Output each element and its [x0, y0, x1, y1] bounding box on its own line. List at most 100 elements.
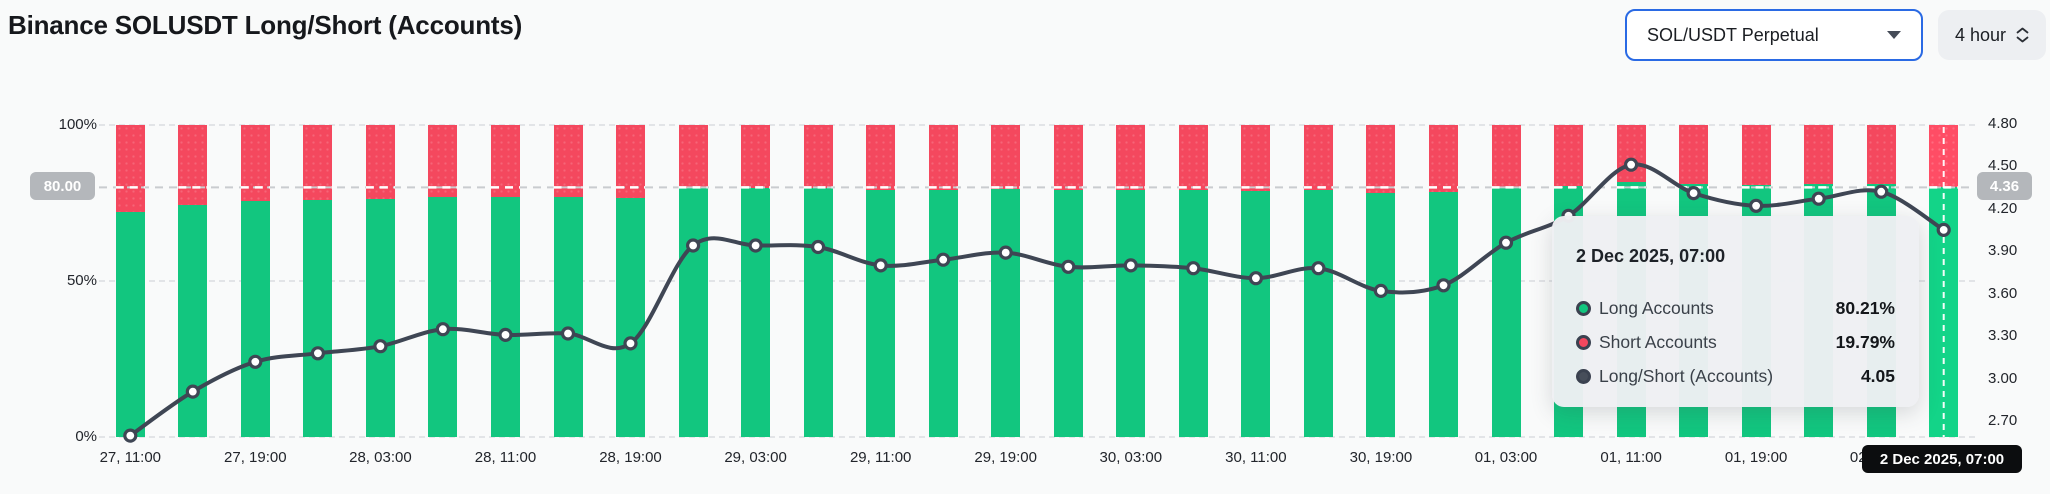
short-accounts-segment — [1303, 125, 1333, 191]
tooltip-row: Short Accounts 19.79% — [1576, 325, 1895, 359]
chevron-up-down-icon — [2016, 27, 2029, 43]
x-axis-tick: 01, 19:00 — [1724, 449, 1788, 466]
tooltip-series-label: Long Accounts — [1599, 297, 1714, 318]
long-accounts-segment — [428, 196, 458, 437]
long-accounts-segment — [741, 188, 771, 437]
chart-bar[interactable] — [803, 125, 833, 437]
x-axis-tick: 29, 03:00 — [724, 449, 787, 466]
chart-bar[interactable] — [1491, 125, 1521, 437]
x-axis-tick: 28, 11:00 — [474, 449, 537, 466]
chart-bar[interactable] — [1303, 125, 1333, 437]
chart-bar[interactable] — [553, 125, 583, 437]
x-axis-tick: 30, 11:00 — [1225, 449, 1287, 466]
chart-bar[interactable] — [866, 125, 896, 437]
interval-select[interactable]: 4 hour — [1938, 10, 2046, 60]
series-marker-icon — [1576, 300, 1591, 316]
long-accounts-segment — [1116, 190, 1146, 437]
x-axis-tick: 27, 19:00 — [224, 449, 287, 466]
grid-line — [99, 124, 1975, 126]
right-axis-tick: 2.70 — [1988, 412, 2018, 430]
page-title: Binance SOLUSDT Long/Short (Accounts) — [8, 10, 523, 40]
short-accounts-segment — [928, 125, 958, 190]
short-accounts-segment — [1866, 125, 1896, 184]
long-accounts-segment — [365, 198, 395, 437]
tooltip-title: 2 Dec 2025, 07:00 — [1576, 246, 1726, 266]
x-axis-tick: 28, 19:00 — [599, 449, 662, 466]
chart-bar[interactable] — [1241, 125, 1271, 437]
tooltip-row: Long Accounts 80.21% — [1576, 291, 1895, 325]
short-accounts-segment — [616, 125, 645, 199]
pair-select-value: SOL/USDT Perpetual — [1647, 24, 1819, 45]
long-accounts-segment — [866, 190, 896, 437]
short-accounts-segment — [1053, 125, 1083, 191]
chart-bar[interactable] — [1053, 125, 1083, 437]
pair-select-dropdown[interactable]: SOL/USDT Perpetual — [1625, 9, 1923, 61]
short-accounts-segment — [365, 125, 395, 199]
x-axis-tick: 01, 11:00 — [1600, 449, 1662, 466]
long-accounts-segment — [616, 198, 645, 437]
long-accounts-segment — [1303, 190, 1333, 437]
short-accounts-segment — [1178, 125, 1208, 191]
short-accounts-segment — [1116, 125, 1146, 190]
right-axis-tick: 4.50 — [1988, 157, 2018, 175]
chart-bar[interactable] — [741, 125, 771, 437]
series-marker-icon — [1576, 368, 1591, 384]
x-axis-tick: 27, 11:00 — [99, 449, 162, 466]
right-axis-tick: 4.20 — [1988, 199, 2018, 217]
right-axis-tick: 3.90 — [1988, 242, 2018, 260]
long-accounts-segment — [1491, 187, 1521, 437]
long-accounts-segment — [991, 188, 1021, 437]
x-axis-tick: 29, 11:00 — [849, 449, 912, 466]
tooltip-series-value: 19.79% — [1835, 331, 1895, 352]
chevron-down-icon — [1887, 31, 1901, 39]
chart-bar[interactable] — [616, 125, 645, 437]
long-accounts-segment — [115, 211, 145, 437]
long-accounts-segment — [553, 197, 583, 437]
short-accounts-segment — [991, 125, 1021, 189]
chart-bar[interactable] — [240, 125, 270, 437]
long-accounts-segment — [1178, 190, 1208, 437]
x-axis-tick: 01, 03:00 — [1474, 449, 1538, 466]
chart-bar[interactable] — [991, 125, 1021, 437]
short-accounts-segment — [428, 125, 458, 197]
long-accounts-segment — [803, 188, 833, 437]
chart-bar[interactable] — [928, 125, 958, 437]
right-axis-tick: 3.60 — [1988, 284, 2018, 302]
short-accounts-segment — [1241, 125, 1271, 192]
right-axis-tick: 3.30 — [1988, 327, 2018, 345]
short-accounts-segment — [803, 125, 833, 189]
short-accounts-segment — [1929, 125, 1959, 187]
tooltip-series-label: Short Accounts — [1599, 331, 1717, 352]
left-axis-tick: 50% — [66, 272, 97, 289]
chart-bar[interactable] — [1929, 125, 1959, 437]
chart-bar[interactable] — [1116, 125, 1146, 437]
short-accounts-segment — [866, 125, 896, 190]
short-accounts-segment — [1366, 125, 1396, 193]
right-axis-crosshair-badge: 4.36 — [1977, 172, 2032, 200]
chart-bar[interactable] — [115, 125, 145, 437]
short-accounts-segment — [303, 125, 333, 200]
short-accounts-segment — [1491, 125, 1521, 188]
tooltip-row: Long/Short (Accounts) 4.05 — [1576, 359, 1895, 393]
short-accounts-segment — [1741, 125, 1771, 185]
short-accounts-segment — [1679, 125, 1709, 184]
short-accounts-segment — [1429, 125, 1458, 192]
chart-bar[interactable] — [178, 125, 208, 437]
chart-bar[interactable] — [303, 125, 333, 437]
right-axis-tick: 3.00 — [1988, 369, 2018, 387]
chart-bar[interactable] — [1366, 125, 1396, 437]
chart-bar[interactable] — [491, 125, 520, 437]
chart-bar[interactable] — [1178, 125, 1208, 437]
chart-bar[interactable] — [365, 125, 395, 437]
chart-bar[interactable] — [678, 125, 708, 437]
chart-bar[interactable] — [1429, 125, 1458, 437]
tooltip-series-value: 4.05 — [1860, 365, 1895, 386]
interval-select-value: 4 hour — [1954, 24, 2007, 45]
series-marker-icon — [1576, 334, 1591, 350]
x-axis-tick: 28, 03:00 — [349, 449, 412, 466]
short-accounts-segment — [178, 125, 208, 205]
long-accounts-segment — [1053, 190, 1083, 437]
tooltip-series-label: Long/Short (Accounts) — [1599, 365, 1774, 386]
chart-bar[interactable] — [428, 125, 458, 437]
